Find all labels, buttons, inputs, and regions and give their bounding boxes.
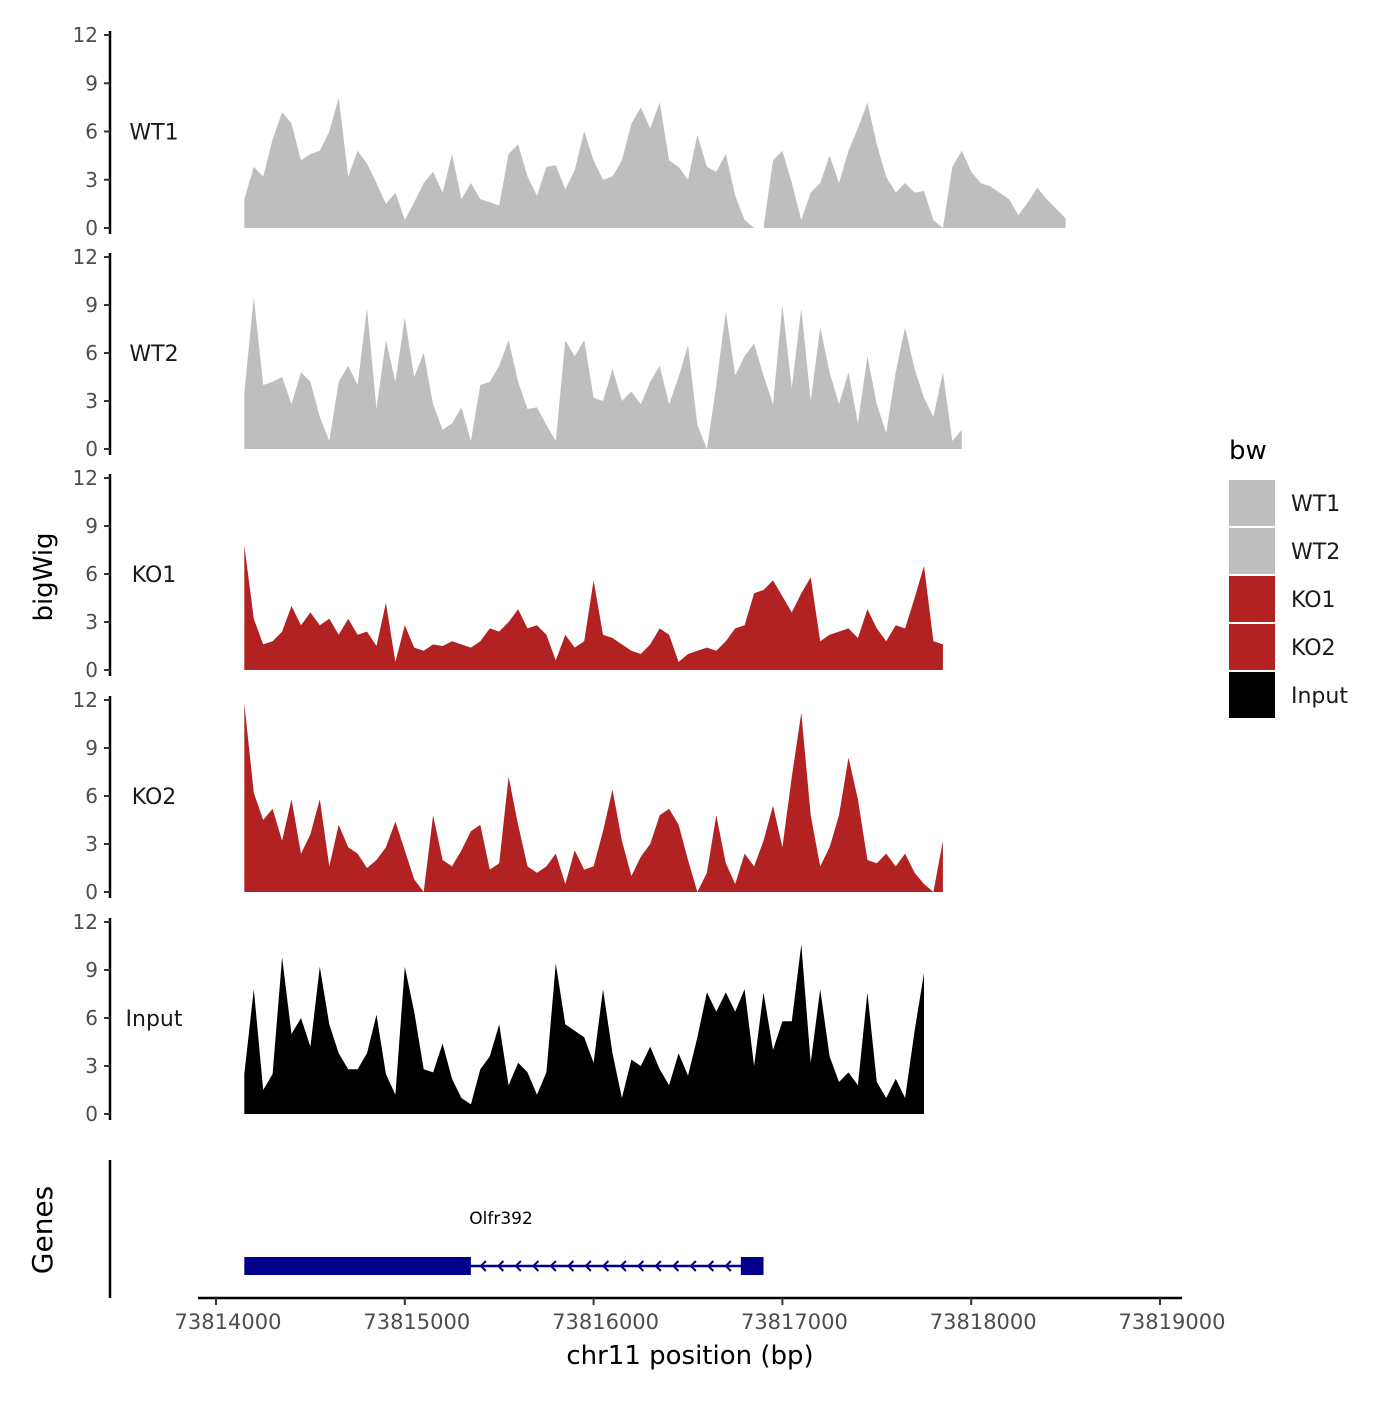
gene-track-label: Genes xyxy=(26,1186,59,1274)
y-tick-label: 9 xyxy=(85,958,98,982)
track-panel-ko1: 0 3 6 9 12 KO1 xyxy=(73,466,943,682)
y-tick-label: 3 xyxy=(85,389,98,413)
legend-label: KO2 xyxy=(1291,636,1336,661)
legend-label: KO1 xyxy=(1291,588,1336,613)
strand-arrow xyxy=(706,1260,715,1272)
y-tick-label: 6 xyxy=(85,562,98,586)
track-panel-input: 0 3 6 9 12 Input xyxy=(73,910,925,1126)
strand-arrow xyxy=(531,1260,540,1272)
track-panel-wt2: 0 3 6 9 12 WT2 xyxy=(73,245,962,461)
x-axis: chr11 position (bp) 73814000 73815000 7381… xyxy=(175,1296,1226,1371)
y-tick-label: 3 xyxy=(85,1054,98,1078)
track-label: WT2 xyxy=(129,342,178,367)
track-label: WT1 xyxy=(129,121,178,146)
x-tick-label: 73816000 xyxy=(552,1310,659,1334)
y-tick-label: 6 xyxy=(85,1006,98,1030)
legend-label: WT1 xyxy=(1291,492,1340,517)
strand-arrow xyxy=(514,1260,522,1272)
area-wt2 xyxy=(244,297,962,449)
strand-arrow xyxy=(671,1260,680,1272)
legend: bw WT1 WT2 KO1 KO2 Input xyxy=(1229,436,1348,718)
y-tick-label: 12 xyxy=(73,688,98,712)
y-tick-label: 12 xyxy=(73,245,98,269)
legend-title: bw xyxy=(1229,436,1267,466)
y-tick-label: 0 xyxy=(85,880,98,904)
strand-arrow xyxy=(636,1260,645,1272)
track-panel-wt1: 0 3 6 9 12 WT1 xyxy=(73,23,1066,240)
area-ko2 xyxy=(244,703,943,892)
strand-arrow xyxy=(689,1260,697,1272)
y-tick-label: 0 xyxy=(85,1102,98,1126)
gene-exon-2 xyxy=(740,1257,764,1275)
y-tick-label: 9 xyxy=(85,293,98,317)
y-tick-label: 6 xyxy=(85,341,98,365)
y-tick-label: 6 xyxy=(85,784,98,808)
strand-arrow xyxy=(479,1260,487,1272)
y-tick-label: 9 xyxy=(85,736,98,760)
y-axis-title: bigWig xyxy=(29,532,59,621)
gene-name: Olfr392 xyxy=(469,1209,533,1229)
y-tick-label: 0 xyxy=(85,437,98,461)
x-tick-label: 73815000 xyxy=(363,1310,470,1334)
strand-arrow xyxy=(566,1260,575,1272)
area-input xyxy=(244,944,925,1114)
legend-swatch-wt2 xyxy=(1229,528,1275,574)
x-tick-label: 73814000 xyxy=(175,1310,282,1334)
strand-arrow xyxy=(654,1260,662,1272)
y-tick-label: 3 xyxy=(85,168,98,192)
track-label: KO1 xyxy=(132,563,177,588)
tracks-layer: 0 3 6 9 12 WT1 0 3 6 9 12 WT2 0 3 6 9 12 KO1 0 3 6 9 12 KO2 0 3 6 9… xyxy=(73,23,1066,1126)
y-tick-label: 12 xyxy=(73,23,98,47)
y-tick-label: 9 xyxy=(85,71,98,95)
y-tick-label: 0 xyxy=(85,658,98,682)
legend-swatch-ko1 xyxy=(1229,576,1275,622)
strand-arrow xyxy=(619,1260,627,1272)
y-tick-label: 0 xyxy=(85,216,98,240)
y-tick-label: 3 xyxy=(85,610,98,634)
legend-label: WT2 xyxy=(1291,540,1340,565)
area-ko1 xyxy=(244,545,943,670)
y-tick-label: 3 xyxy=(85,832,98,856)
x-tick-label: 73819000 xyxy=(1119,1310,1226,1334)
strand-arrow xyxy=(584,1260,592,1272)
track-panel-ko2: 0 3 6 9 12 KO2 xyxy=(73,688,943,904)
strand-arrow xyxy=(601,1260,610,1272)
strand-arrow xyxy=(549,1260,557,1272)
x-axis-title: chr11 position (bp) xyxy=(566,1341,813,1371)
area-wt1 xyxy=(244,97,1066,228)
strand-arrow xyxy=(496,1260,505,1272)
x-tick-label: 73817000 xyxy=(741,1310,848,1334)
legend-swatch-input xyxy=(1229,672,1275,718)
gene-exon-1 xyxy=(244,1257,471,1275)
strand-arrow xyxy=(724,1260,732,1272)
legend-swatch-ko2 xyxy=(1229,624,1275,670)
y-tick-label: 6 xyxy=(85,120,98,144)
track-label: KO2 xyxy=(132,785,177,810)
track-label: Input xyxy=(126,1007,183,1032)
y-tick-label: 12 xyxy=(73,910,98,934)
y-tick-label: 9 xyxy=(85,514,98,538)
x-tick-label: 73818000 xyxy=(930,1310,1037,1334)
y-tick-label: 12 xyxy=(73,466,98,490)
legend-swatch-wt1 xyxy=(1229,480,1275,526)
legend-label: Input xyxy=(1291,684,1348,709)
gene-track: Genes Olfr392 xyxy=(26,1160,764,1298)
